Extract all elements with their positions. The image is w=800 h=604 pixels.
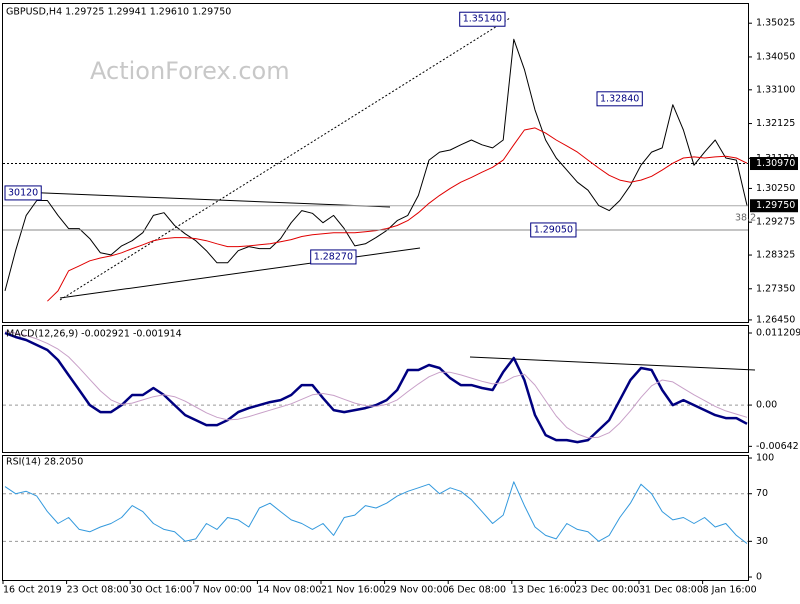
y-tick-label: 1.28325 [756,250,795,261]
trend-line [59,247,421,299]
x-tick-label: 23 Dec 00:00 [575,585,639,596]
x-tick-label: 23 Oct 08:00 [67,585,129,596]
series-line [4,330,748,439]
chart-title: GBPUSD,H4 1.29725 1.29941 1.29610 1.2975… [6,7,231,18]
level-label-box [750,199,798,213]
annotation-label: 1.32840 [600,93,639,104]
level-label: 1.30970 [756,158,795,169]
fib-label: 38.2 [735,213,756,224]
x-tick-label: 30 Oct 16:00 [130,585,192,596]
annotation-box [4,185,42,201]
x-tick-label: 16 Oct 2019 [3,585,62,596]
y-tick-label: 30 [756,536,768,547]
y-tick-label: 1.32125 [756,118,795,129]
watermark: ActionForex.com [90,57,290,85]
y-tick-label: 1.30250 [756,183,795,194]
rsi-title: RSI(14) 28.2050 [6,457,83,468]
x-tick-label: 31 Dec 08:00 [639,585,703,596]
x-tick-label: 14 Nov 08:00 [257,585,321,596]
annotation-label: 30120 [8,187,38,198]
level-label-box [750,157,798,171]
x-tick-label: 29 Nov 00:00 [385,585,449,596]
y-tick-label: 70 [756,488,768,499]
level-label: 1.29750 [756,200,795,211]
x-tick-label: 8 Jan 16:00 [703,585,757,596]
y-tick-label: 1.27350 [756,283,795,294]
annotation-box [310,249,357,265]
x-tick-label: 7 Nov 00:00 [194,585,252,596]
annotation-box [596,91,643,107]
series-line [47,127,748,302]
annotation-label: 1.29050 [534,224,573,235]
annotation-label: 1.35140 [463,14,502,25]
trend-line [469,356,756,371]
y-tick-label: -0.00642 [756,441,799,452]
x-tick-label: 13 Dec 16:00 [512,585,576,596]
x-tick-label: 6 Dec 08:00 [448,585,506,596]
rsi-panel [2,455,749,581]
annotation-label: 1.28270 [314,251,353,262]
y-tick-label: 1.29275 [756,217,795,228]
y-tick-label: 100 [756,453,774,464]
y-tick-label: 1.33100 [756,84,795,95]
macd-title: MACD(12,26,9) -0.002921 -0.001914 [6,329,182,340]
series-line [4,38,748,292]
trend-line [59,17,511,301]
series-line [4,481,748,544]
x-tick-label: 21 Nov 16:00 [321,585,385,596]
trend-line [19,191,391,208]
plot-layer: 1.350251.340501.331001.321251.311201.302… [2,11,800,596]
y-tick-label: 1.34050 [756,51,795,62]
annotation-box [459,11,506,27]
y-tick-label: 1.26450 [756,314,795,325]
macd-panel [2,325,749,453]
y-tick-label: 0 [756,572,762,583]
annotation-box [530,222,577,238]
y-tick-label: 1.35025 [756,18,795,29]
y-tick-label: 0.011209 [756,328,800,339]
y-tick-label: 0.00 [756,400,777,411]
price-panel [2,3,749,323]
series-line [4,331,748,444]
